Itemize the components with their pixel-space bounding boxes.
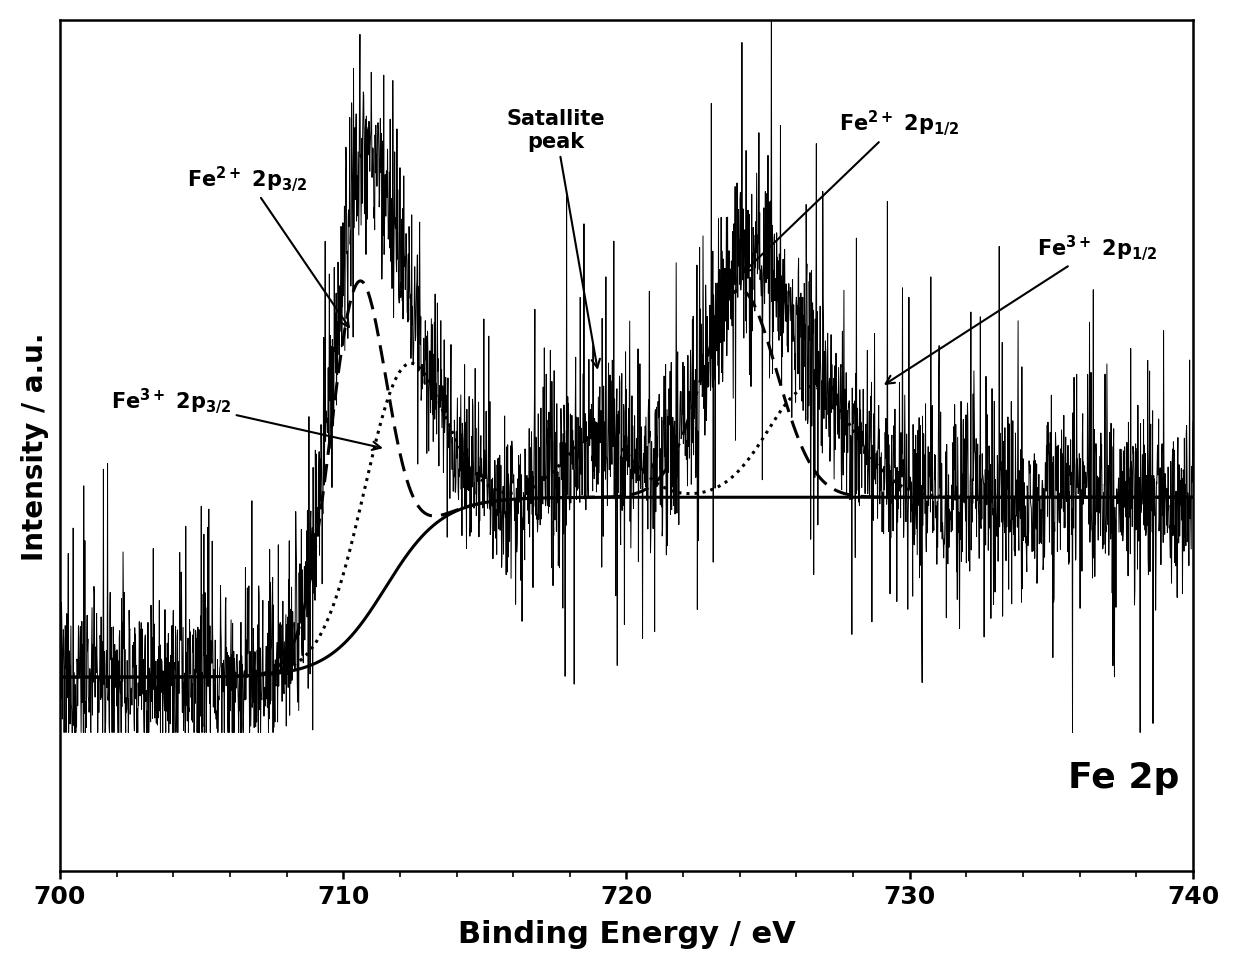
Y-axis label: Intensity / a.u.: Intensity / a.u. xyxy=(21,331,48,560)
X-axis label: Binding Energy / eV: Binding Energy / eV xyxy=(458,920,795,949)
Text: Fe 2p: Fe 2p xyxy=(1068,761,1179,795)
Text: Satallite
peak: Satallite peak xyxy=(506,109,605,368)
Text: $\mathbf{Fe^{3+}}$ $\mathbf{2p_{1/2}}$: $\mathbf{Fe^{3+}}$ $\mathbf{2p_{1/2}}$ xyxy=(885,234,1157,385)
Text: $\mathbf{Fe^{2+}}$ $\mathbf{2p_{1/2}}$: $\mathbf{Fe^{2+}}$ $\mathbf{2p_{1/2}}$ xyxy=(744,109,959,273)
Text: $\mathbf{Fe^{3+}}$ $\mathbf{2p_{3/2}}$: $\mathbf{Fe^{3+}}$ $\mathbf{2p_{3/2}}$ xyxy=(110,387,381,451)
Text: $\mathbf{Fe^{2+}}$ $\mathbf{2p_{3/2}}$: $\mathbf{Fe^{2+}}$ $\mathbf{2p_{3/2}}$ xyxy=(187,164,348,328)
